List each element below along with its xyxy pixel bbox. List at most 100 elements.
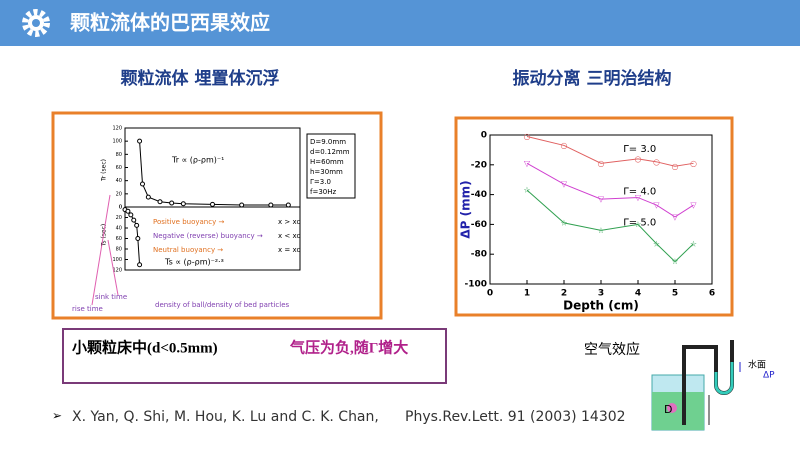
bed: [652, 392, 704, 430]
point-marker: ☆: [653, 239, 660, 248]
rise-point: [169, 200, 175, 206]
legend-text: Neutral buoyancy →: [153, 246, 223, 254]
series-label: Γ= 3.0: [623, 144, 656, 155]
x-tick-label: 3: [598, 289, 604, 299]
rise-point: [268, 202, 274, 208]
sink-point: [134, 222, 140, 228]
point-marker: ☆: [634, 220, 641, 229]
upper-y-tick-label: 100: [112, 139, 122, 145]
right-frame: [454, 116, 734, 317]
param: d=0.12mm: [310, 148, 350, 156]
series-line: [526, 162, 694, 218]
upper-y-tick-label: 20: [116, 191, 122, 197]
x-tick-label: 6: [709, 289, 715, 299]
x-axis-label: Depth (cm): [563, 299, 639, 313]
sink-law: Ts ∝ (ρ-ρm)⁻²·³: [164, 258, 224, 267]
legend-relation: x = xc: [278, 246, 300, 254]
param-box: [306, 133, 356, 199]
point-marker: ▽: [653, 201, 660, 210]
point-marker: ☆: [597, 226, 604, 235]
lower-y-tick-label: 120: [112, 268, 122, 274]
point-marker: ▽: [635, 193, 642, 202]
series-line: [526, 189, 694, 263]
note-box: [62, 328, 447, 384]
point-marker: ▽: [690, 201, 697, 210]
legend-text: Negative (reverse) buoyancy →: [153, 232, 263, 240]
upper-y-label: Tr (sec): [101, 159, 108, 182]
pink-arrow: [91, 194, 111, 306]
lower-y-label: Ts (sec): [101, 224, 108, 248]
point-marker: ☆: [560, 218, 567, 227]
upper-y-tick-label: 40: [116, 178, 122, 184]
sink-point: [135, 236, 141, 241]
upper-y-tick-label: 80: [116, 152, 122, 158]
rise-point: [157, 199, 163, 205]
param: f=30Hz: [310, 188, 337, 196]
sink-point: [125, 208, 131, 214]
upper-y-tick-label: 120: [112, 126, 122, 132]
right-title: 振动分离 三明治结构: [513, 68, 672, 89]
point-marker: ▽: [561, 180, 568, 189]
legend-relation: x < xc: [278, 232, 300, 240]
rise-time: rise time: [72, 305, 103, 313]
citation-journal: Phys.Rev.Lett. 91 (2003) 14302: [405, 409, 626, 425]
rise-point: [137, 138, 143, 144]
header-bar: [0, 0, 800, 46]
point-marker: ▽: [524, 159, 531, 168]
rise-point: [239, 202, 245, 208]
legend-relation: x > xc: [278, 218, 300, 226]
y-tick-label: 0: [481, 131, 487, 141]
header-title: 颗粒流体的巴西果效应: [70, 11, 270, 35]
lower-y-tick-label: 20: [116, 215, 122, 221]
point-marker: ○: [598, 159, 605, 168]
rise-curve: [139, 141, 289, 206]
legend-text: Positive buoyancy →: [153, 218, 224, 226]
point-marker: ○: [672, 162, 679, 171]
x-tick-label: 2: [561, 289, 567, 299]
note-left: 小颗粒床中(d<0.5mm): [72, 338, 218, 356]
dp-label: ΔP: [763, 371, 775, 381]
series-line: [526, 136, 694, 167]
point-marker: ○: [635, 154, 642, 163]
param: h=30mm: [310, 168, 343, 176]
lower-y-tick-label: 60: [116, 236, 122, 242]
point-marker: ○: [690, 159, 697, 168]
point-marker: ○: [561, 141, 568, 150]
point-marker: ○: [524, 132, 531, 141]
rise-point: [145, 194, 151, 200]
water-label: 水面: [748, 359, 766, 371]
series-label: Γ= 4.0: [623, 187, 656, 198]
bullet: ➢: [52, 409, 62, 423]
air-diagram: [651, 340, 741, 431]
ball: [667, 403, 677, 413]
sink-point: [131, 217, 137, 223]
point-marker: ▽: [672, 212, 679, 221]
y-tick-label: -80: [471, 250, 487, 260]
param: D=9.0mm: [310, 138, 346, 146]
x-tick-label: 5: [672, 289, 678, 299]
x-tick-label: 4: [635, 289, 641, 299]
lower-y-tick-label: 40: [116, 226, 122, 232]
rise-point: [180, 201, 186, 207]
gear-icon: [22, 9, 50, 37]
param: Γ=3.0: [310, 178, 331, 186]
point-marker: ☆: [523, 186, 530, 195]
lower-y-tick-label: 0: [119, 205, 122, 211]
citation-authors: X. Yan, Q. Shi, M. Hou, K. Lu and C. K. …: [72, 409, 379, 425]
series-label: Γ= 5.0: [623, 217, 656, 228]
y-tick-label: -20: [471, 160, 487, 170]
lower-y-tick-label: 100: [112, 257, 122, 263]
point-marker: ☆: [671, 257, 678, 266]
x-label: density of ball/density of bed particles: [155, 301, 290, 309]
y-tick-label: -60: [471, 220, 487, 230]
rise-point: [210, 201, 215, 207]
point-marker: ☆: [690, 239, 697, 248]
sink-point: [137, 262, 143, 268]
pink-arrow: [107, 239, 119, 296]
d-label: D: [664, 403, 672, 416]
param: H=60mm: [310, 158, 344, 166]
y-tick-label: -100: [464, 280, 487, 290]
